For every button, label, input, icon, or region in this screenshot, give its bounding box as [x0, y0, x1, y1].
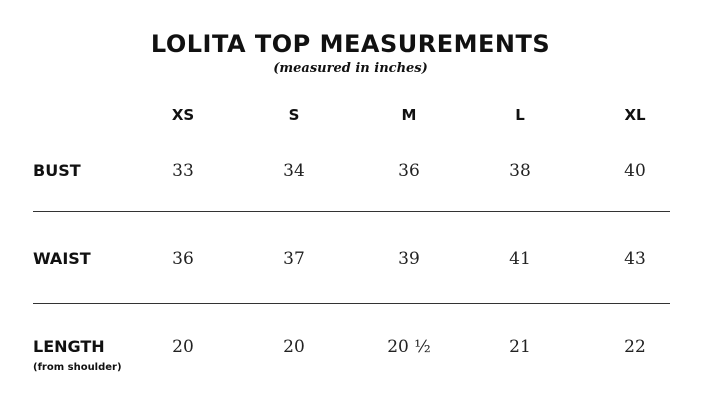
size-header-l: L	[515, 106, 525, 124]
row-label-bust: BUST	[33, 161, 81, 180]
chart-title: LOLITA TOP MEASUREMENTS	[150, 30, 551, 58]
cell: 20	[172, 337, 194, 357]
cell: 33	[172, 161, 194, 181]
cell: 21	[509, 337, 531, 357]
size-header-s: S	[288, 106, 300, 124]
cell: 36	[398, 161, 420, 181]
row-label-waist: WAIST	[33, 249, 91, 268]
cell: 34	[283, 161, 305, 181]
row-note-length: (from shoulder)	[33, 362, 122, 373]
cell: 43	[624, 249, 646, 269]
cell: 22	[624, 337, 646, 357]
cell: 40	[624, 161, 646, 181]
cell: 39	[398, 249, 420, 269]
cell: 20 ½	[387, 337, 431, 357]
cell: 20	[283, 337, 305, 357]
cell: 41	[509, 249, 531, 269]
row-label-length: LENGTH	[33, 337, 105, 356]
chart-subtitle: (measured in inches)	[273, 61, 428, 76]
cell: 37	[283, 249, 305, 269]
cell: 36	[172, 249, 194, 269]
row-divider	[33, 303, 670, 304]
row-divider	[33, 211, 670, 212]
size-header-m: M	[401, 106, 417, 124]
size-header-xl: XL	[624, 106, 646, 124]
size-header-xs: XS	[171, 106, 195, 124]
cell: 38	[509, 161, 531, 181]
